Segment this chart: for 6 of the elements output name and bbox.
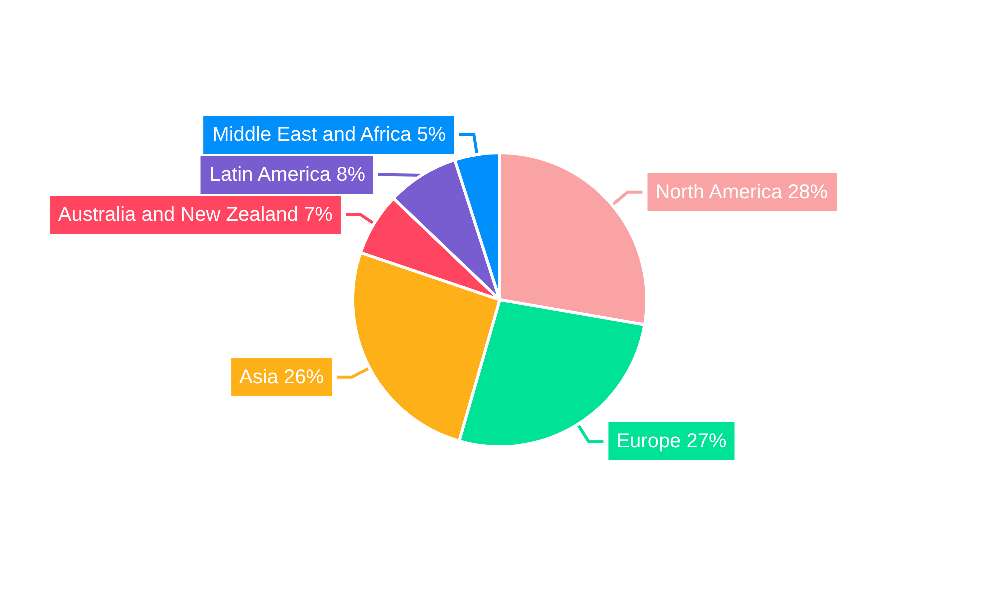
slice-label: Middle East and Africa 5% [212,124,446,146]
slice-label: North America 28% [656,181,828,204]
slice-label: Europe 27% [616,430,727,452]
slice-label: Latin America 8% [210,164,366,186]
slice-label: Asia 26% [240,366,324,388]
slice-label: Australia and New Zealand 7% [58,204,334,226]
